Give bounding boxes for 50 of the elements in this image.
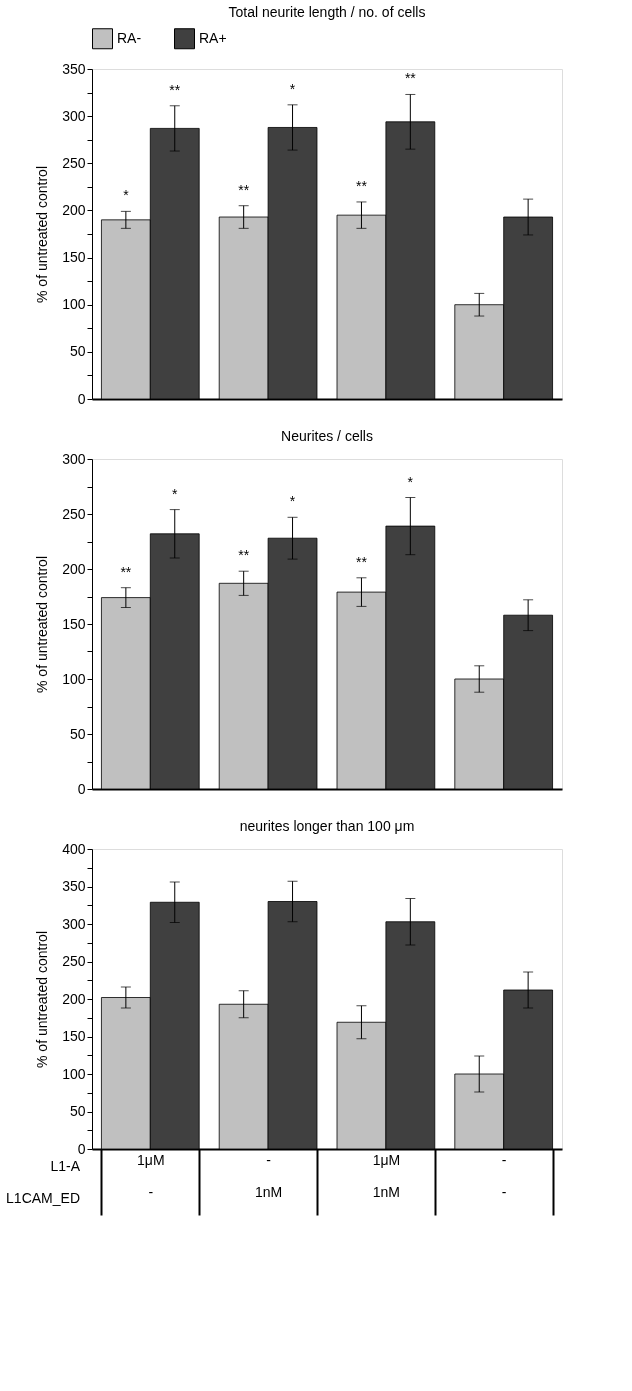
y-tick-label: 200 — [62, 560, 86, 577]
x-tick-label: - - — [501, 1151, 507, 1200]
y-tick-label: 50 — [69, 725, 86, 742]
y-tick-label: 0 — [77, 390, 86, 407]
data-label: ** — [356, 177, 368, 194]
data-label: * — [289, 80, 296, 97]
y-tick-label: 400 — [62, 840, 86, 857]
y-tick-label: 150 — [62, 1028, 86, 1044]
y-tick-label: 0 — [77, 780, 86, 797]
x-tick-label: - 1nM — [254, 1151, 283, 1200]
data-label: ** — [404, 70, 417, 87]
y-axis-title: % of untreated control — [34, 556, 51, 693]
data-label: ** — [169, 81, 181, 98]
legend-label: RA- — [117, 29, 142, 46]
data-label: ** — [120, 563, 132, 580]
chart-title: Total neurite length / no. of cells — [228, 4, 426, 20]
data-label: ** — [356, 553, 368, 570]
y-tick-label: 150 — [62, 249, 86, 266]
text: L1CAM_ED — [6, 1190, 80, 1206]
data-label: * — [407, 473, 414, 490]
data-label: * — [123, 187, 130, 204]
y-axis-title: % of untreated control — [34, 166, 51, 303]
chart-title: Neurites / cells — [281, 428, 373, 444]
y-tick-label: 300 — [62, 915, 86, 932]
y-tick-label: 350 — [62, 878, 86, 894]
y-tick-label: 200 — [62, 201, 86, 218]
y-tick-label: 50 — [69, 1103, 86, 1119]
data-label: * — [172, 485, 179, 502]
x-tick-label: 1μM - — [137, 1151, 165, 1200]
y-tick-label: 200 — [62, 990, 86, 1007]
y-tick-label: 100 — [62, 1065, 86, 1082]
data-label: ** — [238, 181, 250, 198]
y-tick-label: 0 — [77, 1140, 86, 1157]
legend-label: RA+ — [199, 29, 227, 46]
data-label: ** — [238, 547, 250, 564]
y-tick-label: 150 — [62, 615, 86, 632]
text: L1-A — [50, 1158, 81, 1174]
y-tick-label: 50 — [69, 343, 86, 360]
y-tick-label: 300 — [62, 450, 86, 467]
data-label: * — [289, 493, 296, 510]
y-tick-label: 350 — [62, 60, 86, 77]
y-axis-title: % of untreated control — [34, 931, 51, 1068]
y-tick-label: 100 — [62, 670, 86, 687]
x-tick-label: 1μM 1nM — [372, 1151, 401, 1200]
y-tick-label: 250 — [62, 953, 86, 969]
y-tick-label: 300 — [62, 107, 86, 124]
y-tick-label: 250 — [62, 505, 86, 522]
y-tick-label: 100 — [62, 296, 86, 313]
chart-title: neurites longer than 100 μm — [239, 818, 415, 834]
y-tick-label: 250 — [62, 154, 86, 171]
